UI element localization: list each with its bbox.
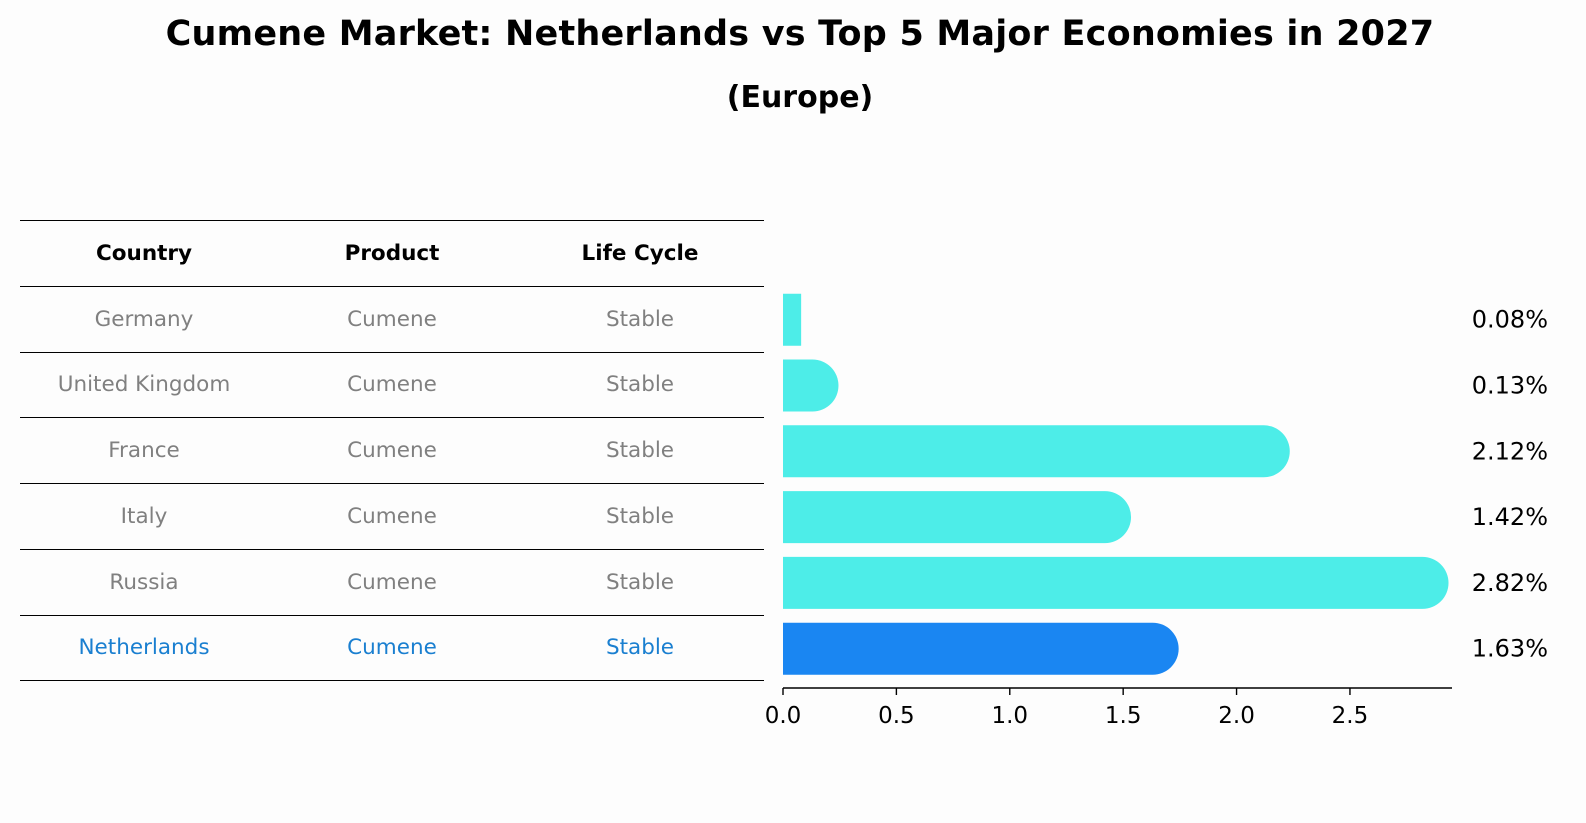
value-label: 1.42% <box>1472 503 1548 531</box>
cell-product: Cumene <box>347 504 437 530</box>
cell-country: United Kingdom <box>57 372 231 398</box>
cell-country: Germany <box>94 306 194 332</box>
chart-title: Cumene Market: Netherlands vs Top 5 Majo… <box>165 14 1435 54</box>
cell-life-cycle: Stable <box>605 306 675 332</box>
country-table: Country Product Life Cycle Germany Cumen… <box>20 220 764 681</box>
cell-product: Cumene <box>347 306 437 332</box>
bar-netherlands <box>783 622 1179 675</box>
table-row: France Cumene Stable <box>20 417 764 483</box>
cell-product: Cumene <box>347 569 437 595</box>
bar-russia <box>783 556 1449 609</box>
header-country: Country <box>95 240 193 266</box>
table-row: Russia Cumene Stable <box>20 548 764 615</box>
cell-life-cycle: Stable <box>605 635 675 661</box>
cell-country: France <box>108 438 180 464</box>
x-tick-label: 2.5 <box>1332 703 1369 729</box>
cell-life-cycle: Stable <box>605 438 675 464</box>
bar-france <box>783 425 1290 478</box>
cell-life-cycle: Stable <box>605 504 675 530</box>
cell-life-cycle: Stable <box>605 569 675 595</box>
header-life-cycle: Life Cycle <box>581 240 699 266</box>
cell-country: Italy <box>120 504 168 530</box>
value-label: 1.63% <box>1472 635 1548 663</box>
chart-subtitle: (Europe) <box>726 80 874 115</box>
cell-country: Netherlands <box>78 635 210 661</box>
x-tick-label: 0.5 <box>878 703 915 729</box>
table-header-row: Country Product Life Cycle <box>20 220 764 286</box>
x-tick-label: 2.0 <box>1218 703 1255 729</box>
bar-germany <box>783 293 802 346</box>
bar-united-kingdom <box>783 359 839 412</box>
bar-italy <box>783 491 1132 544</box>
x-tick-label: 0.0 <box>765 703 802 729</box>
header-product: Product <box>344 240 440 266</box>
cell-product: Cumene <box>347 372 437 398</box>
cell-product: Cumene <box>347 635 437 661</box>
cell-country: Russia <box>109 569 179 595</box>
x-tick-label: 1.5 <box>1105 703 1142 729</box>
value-label: 0.13% <box>1472 372 1548 400</box>
cell-product: Cumene <box>347 438 437 464</box>
value-label: 0.08% <box>1472 306 1548 334</box>
table-row: United Kingdom Cumene Stable <box>20 351 764 418</box>
x-tick-label: 1.0 <box>991 703 1028 729</box>
cell-life-cycle: Stable <box>605 372 675 398</box>
table-row: Germany Cumene Stable <box>20 285 764 352</box>
table-row-highlighted: Netherlands Cumene Stable <box>20 614 764 681</box>
value-label: 2.12% <box>1472 437 1548 465</box>
value-label: 2.82% <box>1472 569 1548 597</box>
table-row: Italy Cumene Stable <box>20 483 764 549</box>
